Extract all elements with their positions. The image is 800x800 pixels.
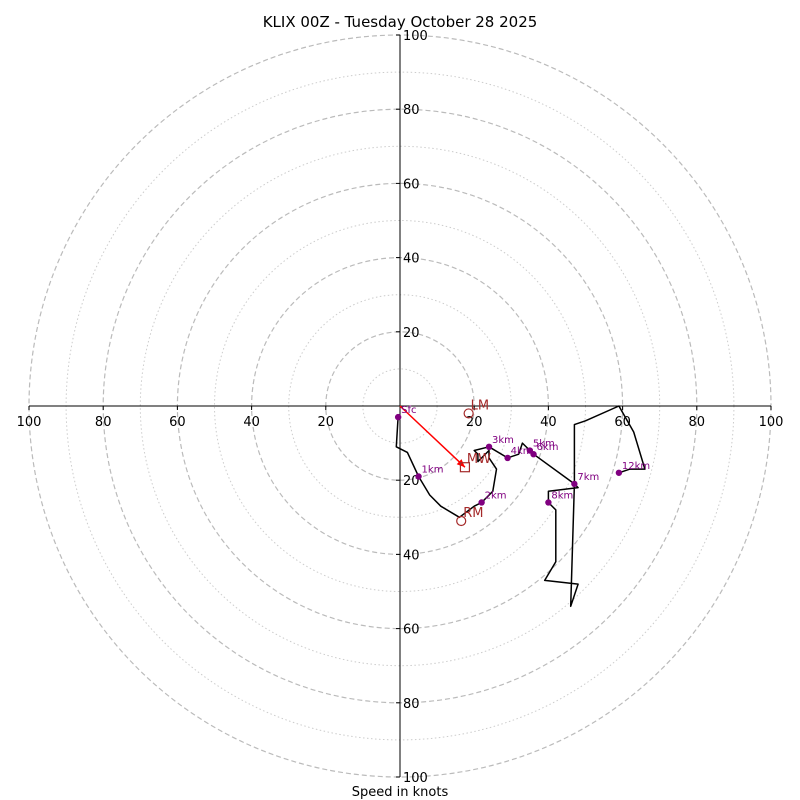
tick-label: 100: [403, 29, 428, 44]
height-label: 7km: [577, 472, 599, 483]
height-label: 2km: [485, 490, 507, 501]
tick-label: 80: [403, 103, 420, 118]
shear-line: [399, 405, 466, 468]
tick-label: 40: [540, 415, 557, 430]
height-point: [415, 473, 422, 480]
hodograph-trace: [395, 405, 646, 608]
marker-mw-square: [459, 462, 471, 473]
height-label: Sfc: [401, 405, 416, 416]
tick-label: 60: [403, 623, 420, 638]
marker-label-mw: MW: [467, 452, 491, 467]
height-point: [394, 413, 402, 421]
storm-motion-markers: LM MW RM: [456, 398, 491, 527]
height-point: [478, 499, 485, 506]
height-point: [571, 480, 578, 488]
marker-lm-circle: [463, 408, 474, 419]
height-point: [485, 443, 493, 451]
height-label: 12km: [622, 461, 650, 472]
height-point: [504, 454, 511, 462]
marker-label-rm: RM: [463, 506, 483, 521]
x-axis-label: Speed in knots: [352, 785, 449, 800]
chart-title: KLIX 00Z - Tuesday October 28 2025: [263, 13, 538, 31]
tick-label: 100: [403, 771, 428, 786]
marker-label-lm: LM: [471, 398, 489, 413]
height-label: 5km: [533, 439, 555, 450]
tick-label: 80: [95, 415, 112, 430]
trace-line: [395, 405, 646, 608]
height-label: 3km: [492, 435, 514, 446]
tick-label: 60: [169, 415, 186, 430]
tick-label: 20: [466, 415, 483, 430]
tick-label: 20: [403, 326, 420, 341]
height-point: [530, 451, 537, 458]
height-label: 1km: [422, 464, 444, 475]
height-label: 4km: [511, 446, 533, 457]
tick-label: 80: [403, 697, 420, 712]
height-label: 6km: [537, 442, 559, 453]
tick-label: 80: [689, 415, 706, 430]
tick-label: 100: [759, 415, 784, 430]
tick-label: 20: [318, 415, 335, 430]
height-point: [615, 469, 623, 476]
height-label: 8km: [551, 490, 573, 501]
tick-label: 40: [403, 548, 420, 563]
tick-label: 40: [403, 252, 420, 267]
tick-label: 40: [243, 415, 260, 430]
tick-label: 20: [403, 474, 420, 489]
height-point: [545, 499, 552, 506]
marker-rm-circle: [456, 515, 467, 527]
tick-label: 60: [403, 177, 420, 192]
tick-label: 100: [17, 415, 42, 430]
